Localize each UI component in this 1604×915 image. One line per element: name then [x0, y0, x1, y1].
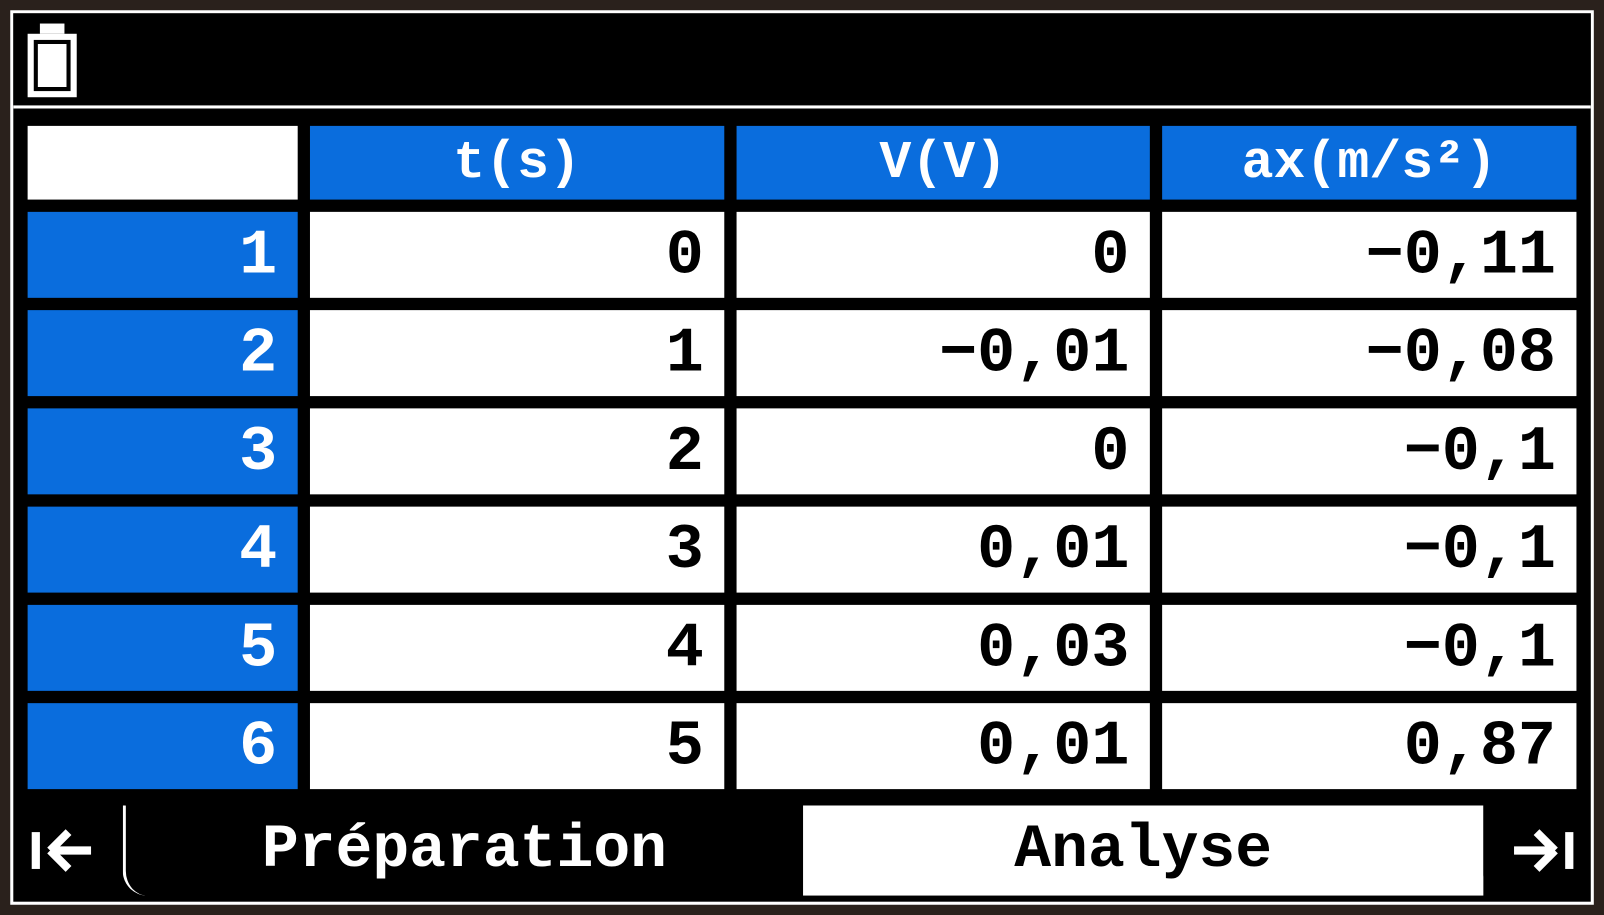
row-index: 4	[27, 506, 298, 593]
tab-analyse[interactable]: Analyse	[803, 805, 1484, 896]
table-cell: 0,03	[736, 604, 1150, 691]
table-cell: 3	[309, 506, 725, 593]
table-cell: 2	[309, 408, 725, 495]
tab-preparation[interactable]: Préparation	[122, 805, 804, 896]
table-cell: 0	[736, 211, 1150, 298]
table-cell: −0,01	[736, 310, 1150, 397]
row-index: 5	[27, 604, 298, 691]
table-cell: 0,01	[736, 703, 1150, 790]
row-index: 3	[27, 408, 298, 495]
prev-tab-button[interactable]	[17, 805, 123, 896]
tab-label: Analyse	[1014, 815, 1273, 886]
table-cell: −0,1	[1162, 408, 1577, 495]
prev-arrow-icon	[31, 829, 92, 872]
column-header: V(V)	[736, 125, 1150, 200]
table-cell: 0,87	[1162, 703, 1577, 790]
next-tab-button[interactable]	[1483, 805, 1588, 896]
table-cell: −0,08	[1162, 310, 1577, 397]
table-cell: −0,1	[1162, 604, 1577, 691]
table-cell: 1	[309, 310, 725, 397]
table-cell: −0,11	[1162, 211, 1577, 298]
table-cell: 0,01	[736, 506, 1150, 593]
column-header: ax(m/s²)	[1162, 125, 1577, 200]
battery-icon	[27, 23, 77, 98]
tab-label: Préparation	[261, 815, 668, 886]
table-cell: −0,1	[1162, 506, 1577, 593]
status-bar	[13, 13, 1591, 109]
table-cell: 5	[309, 703, 725, 790]
column-header: t(s)	[309, 125, 725, 200]
row-index: 1	[27, 211, 298, 298]
next-arrow-icon	[1514, 829, 1574, 872]
corner-cell	[27, 125, 298, 200]
row-index: 6	[27, 703, 298, 790]
table-cell: 0	[736, 408, 1150, 495]
table-cell: 0	[309, 211, 725, 298]
row-index: 2	[27, 310, 298, 397]
table-cell: 4	[309, 604, 725, 691]
